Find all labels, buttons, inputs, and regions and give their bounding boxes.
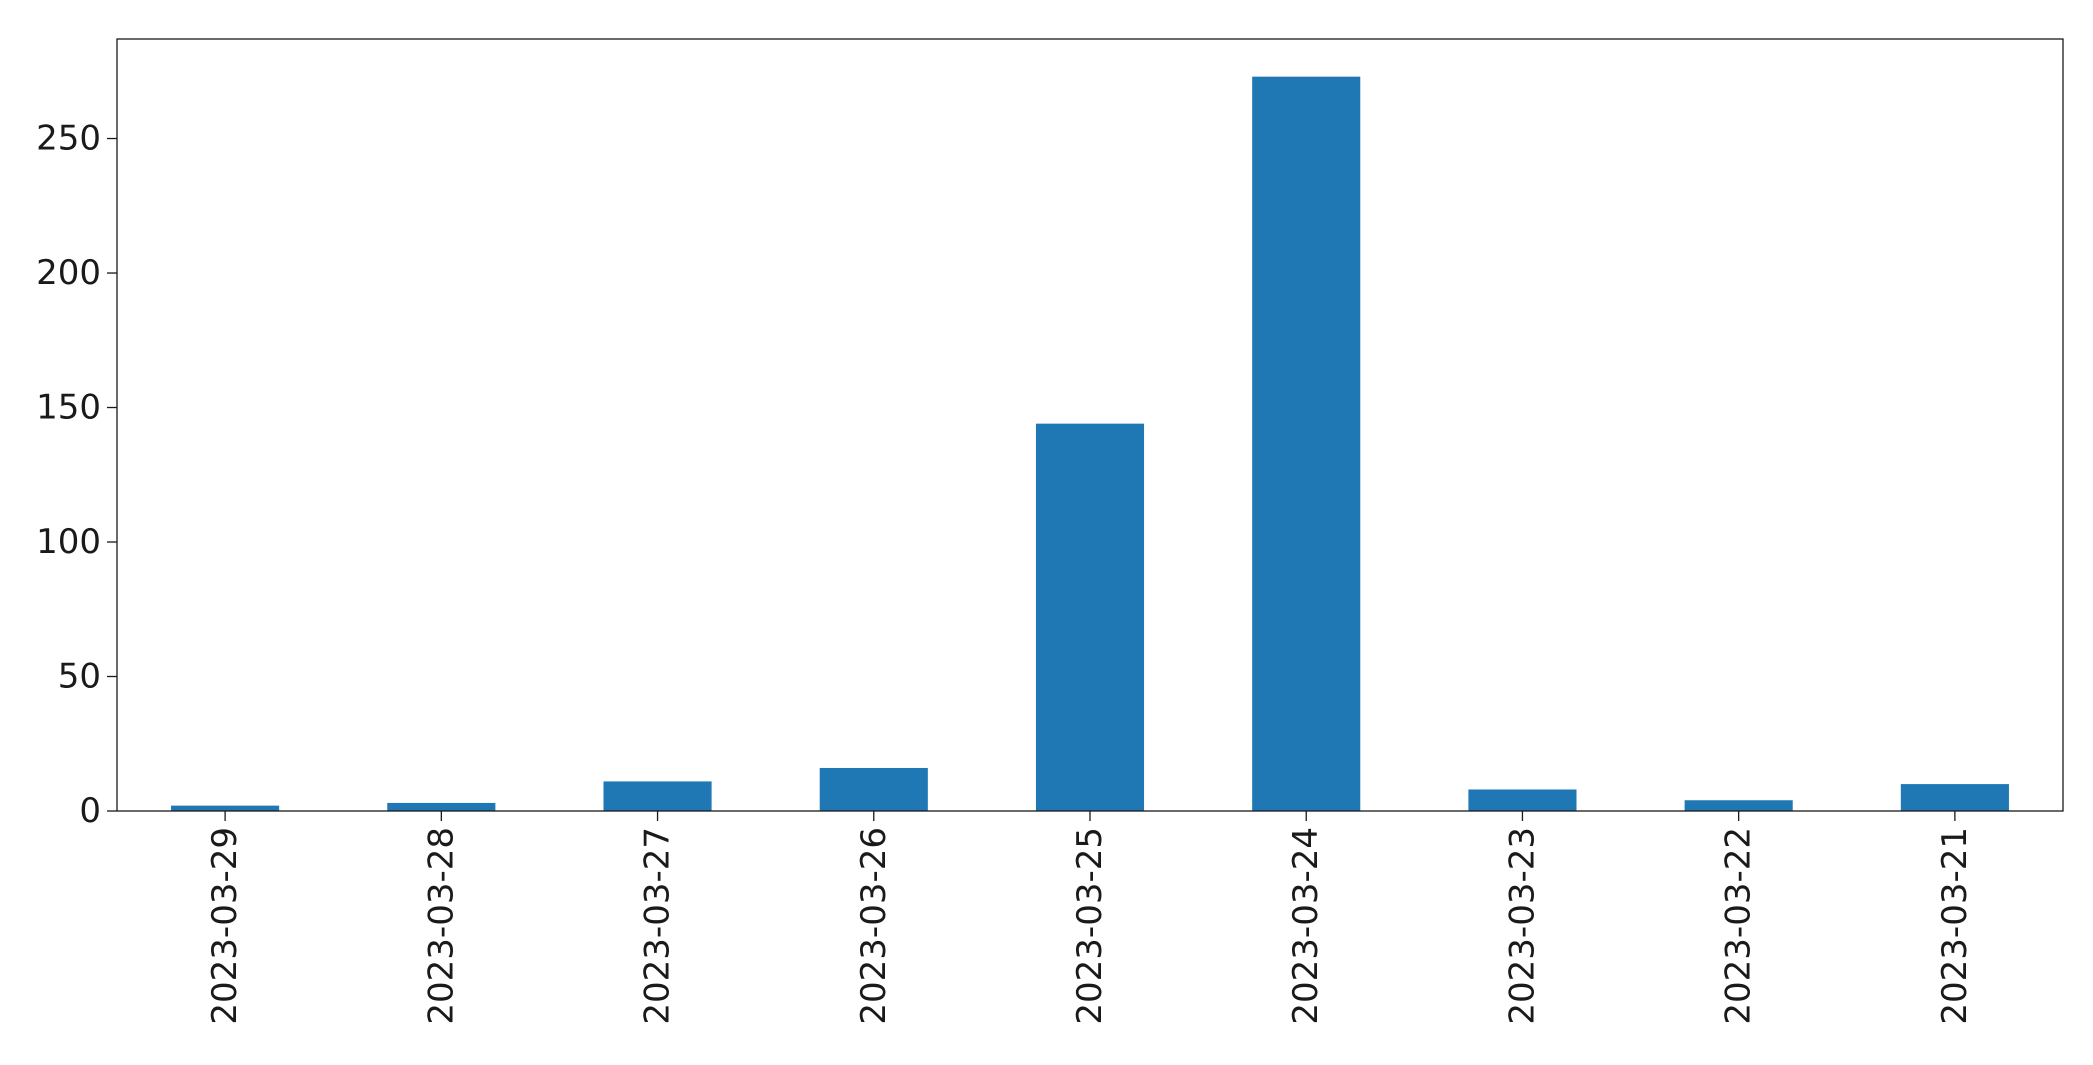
x-tick-label: 2023-03-26	[854, 827, 894, 1025]
bar	[1035, 423, 1145, 811]
y-tick-label: 200	[36, 253, 101, 293]
x-tick-label: 2023-03-22	[1719, 827, 1759, 1025]
x-tick-label: 2023-03-27	[638, 827, 678, 1025]
y-axis: 0 50 100 150 200 250	[36, 119, 117, 831]
bar	[819, 767, 928, 811]
bars-layer	[171, 76, 2009, 811]
bar	[171, 805, 280, 811]
x-tick-label: 2023-03-23	[1502, 827, 1542, 1025]
x-tick-label: 2023-03-25	[1070, 827, 1110, 1025]
x-tick-label: 2023-03-21	[1935, 827, 1975, 1025]
bar	[1900, 784, 2009, 811]
bar	[603, 781, 712, 811]
x-tick-label: 2023-03-28	[421, 827, 461, 1025]
x-tick-label: 2023-03-29	[205, 827, 245, 1025]
y-tick-label: 0	[79, 791, 101, 831]
y-tick-label: 250	[36, 119, 101, 159]
x-axis: 2023-03-29 2023-03-28 2023-03-27 2023-03-26…	[205, 811, 1975, 1025]
bar	[1684, 800, 1793, 811]
y-tick-label: 50	[58, 657, 101, 697]
bar	[1468, 789, 1577, 811]
bar	[1252, 76, 1361, 811]
plot-area-frame	[116, 38, 2064, 812]
y-tick-label: 150	[36, 388, 101, 428]
bar	[387, 802, 496, 811]
y-tick-label: 100	[36, 522, 101, 562]
x-tick-label: 2023-03-24	[1286, 827, 1326, 1025]
